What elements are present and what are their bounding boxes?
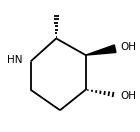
Text: OH: OH — [120, 42, 136, 52]
Polygon shape — [86, 45, 116, 55]
Text: HN: HN — [7, 55, 23, 65]
Text: OH: OH — [120, 91, 136, 101]
